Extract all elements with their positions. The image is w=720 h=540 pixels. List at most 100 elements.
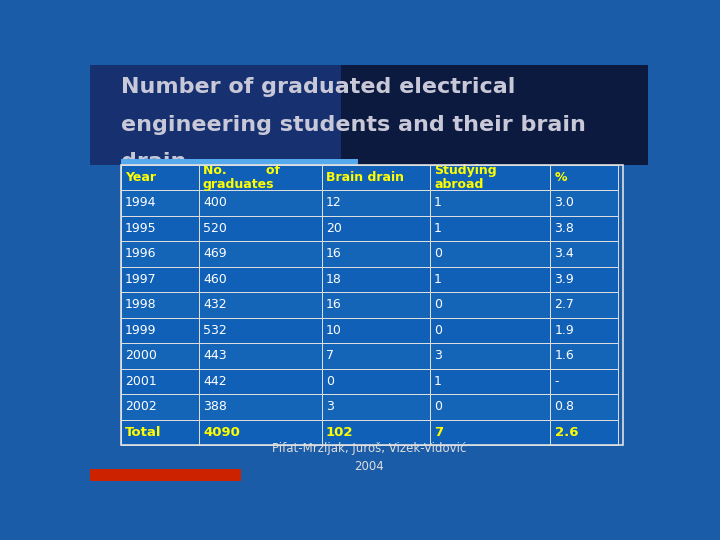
- Text: 443: 443: [203, 349, 227, 362]
- Bar: [199, 369, 322, 394]
- Bar: [430, 394, 550, 420]
- Bar: [199, 267, 322, 292]
- Text: 1996: 1996: [125, 247, 157, 260]
- Text: 1998: 1998: [125, 299, 157, 312]
- Text: 1.6: 1.6: [554, 349, 575, 362]
- Bar: [550, 215, 618, 241]
- Text: 388: 388: [203, 401, 227, 414]
- Text: 0: 0: [434, 324, 442, 337]
- Bar: [550, 369, 618, 394]
- Text: %: %: [554, 171, 567, 184]
- Text: -: -: [554, 375, 559, 388]
- Bar: [550, 394, 618, 420]
- Bar: [199, 420, 322, 446]
- Bar: [430, 343, 550, 369]
- Bar: [121, 241, 199, 267]
- Bar: [322, 394, 430, 420]
- Bar: [322, 215, 430, 241]
- Bar: [199, 215, 322, 241]
- Text: 16: 16: [326, 299, 342, 312]
- Text: 102: 102: [326, 426, 354, 439]
- Text: 10: 10: [326, 324, 342, 337]
- Bar: [430, 241, 550, 267]
- Bar: [121, 215, 199, 241]
- Bar: [550, 318, 618, 343]
- Bar: [322, 267, 430, 292]
- Text: 3.8: 3.8: [554, 222, 575, 235]
- Bar: [121, 292, 199, 318]
- Bar: [322, 343, 430, 369]
- Text: Pifat-Mrzljak, Juroš, Vizek-Vidović
2004: Pifat-Mrzljak, Juroš, Vizek-Vidović 2004: [272, 442, 466, 473]
- Text: 2001: 2001: [125, 375, 157, 388]
- Bar: [430, 420, 550, 446]
- Text: 18: 18: [326, 273, 342, 286]
- Text: 0: 0: [434, 247, 442, 260]
- Bar: [550, 420, 618, 446]
- Bar: [199, 318, 322, 343]
- Text: 1999: 1999: [125, 324, 157, 337]
- Text: 3.4: 3.4: [554, 247, 575, 260]
- Bar: [550, 343, 618, 369]
- Bar: [322, 241, 430, 267]
- Text: 1: 1: [434, 222, 442, 235]
- Text: 3: 3: [434, 349, 442, 362]
- Bar: [121, 343, 199, 369]
- Text: 520: 520: [203, 222, 227, 235]
- Text: 460: 460: [203, 273, 227, 286]
- Text: No.         of
graduates: No. of graduates: [203, 164, 280, 191]
- Bar: [322, 292, 430, 318]
- Bar: [430, 190, 550, 215]
- Bar: [90, 469, 240, 481]
- Bar: [121, 159, 358, 167]
- Bar: [430, 165, 550, 190]
- Text: 1: 1: [434, 197, 442, 210]
- Text: engineering students and their brain: engineering students and their brain: [121, 114, 585, 134]
- Text: 20: 20: [326, 222, 342, 235]
- Text: Total: Total: [125, 426, 162, 439]
- Text: 16: 16: [326, 247, 342, 260]
- Text: 0: 0: [326, 375, 334, 388]
- Bar: [430, 267, 550, 292]
- Bar: [550, 267, 618, 292]
- Bar: [199, 190, 322, 215]
- Text: 3.9: 3.9: [554, 273, 575, 286]
- Text: 1: 1: [434, 375, 442, 388]
- Text: 2.7: 2.7: [554, 299, 575, 312]
- Text: 0.8: 0.8: [554, 401, 575, 414]
- Bar: [550, 190, 618, 215]
- Text: 1997: 1997: [125, 273, 157, 286]
- Bar: [199, 241, 322, 267]
- Text: 469: 469: [203, 247, 227, 260]
- Bar: [322, 369, 430, 394]
- Text: 400: 400: [203, 197, 227, 210]
- Bar: [121, 394, 199, 420]
- Bar: [430, 369, 550, 394]
- Bar: [322, 190, 430, 215]
- Text: 2002: 2002: [125, 401, 157, 414]
- Bar: [550, 165, 618, 190]
- Text: 1994: 1994: [125, 197, 157, 210]
- Bar: [199, 394, 322, 420]
- Text: 12: 12: [326, 197, 342, 210]
- Bar: [121, 165, 623, 446]
- Bar: [550, 292, 618, 318]
- Bar: [121, 369, 199, 394]
- Text: 1: 1: [434, 273, 442, 286]
- Bar: [322, 318, 430, 343]
- Text: 0: 0: [434, 299, 442, 312]
- Bar: [430, 292, 550, 318]
- Bar: [430, 215, 550, 241]
- Bar: [322, 165, 430, 190]
- Bar: [199, 292, 322, 318]
- Text: 7: 7: [326, 349, 334, 362]
- Bar: [430, 318, 550, 343]
- Text: Brain drain: Brain drain: [326, 171, 404, 184]
- Bar: [121, 165, 199, 190]
- Text: Number of graduated electrical: Number of graduated electrical: [121, 77, 515, 97]
- Bar: [121, 190, 199, 215]
- Text: 3.0: 3.0: [554, 197, 575, 210]
- Bar: [121, 318, 199, 343]
- Text: 3: 3: [326, 401, 334, 414]
- Text: 442: 442: [203, 375, 227, 388]
- Bar: [341, 65, 648, 165]
